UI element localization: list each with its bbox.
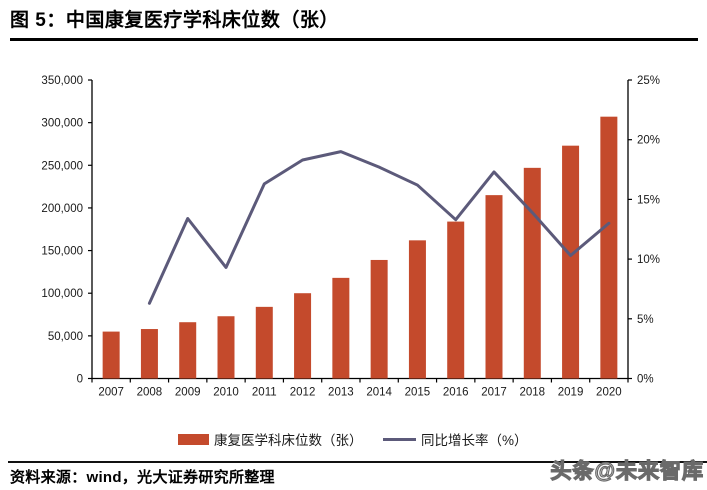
growth-rate-line (147, 150, 611, 305)
x-axis-label: 2019 (558, 387, 584, 399)
left-axis-label: 100,000 (41, 288, 83, 300)
left-axis-label: 200,000 (41, 203, 83, 215)
left-axis-label: 300,000 (41, 118, 83, 130)
watermark-toutiao: 头条@未来智库 (550, 459, 704, 483)
legend-line-swatch (383, 437, 416, 441)
bar-2012 (294, 293, 312, 379)
right-axis-label: 15% (637, 194, 660, 206)
bar-2010 (217, 316, 235, 379)
x-axis-label: 2016 (443, 387, 469, 399)
x-axis-label: 2015 (405, 387, 431, 399)
legend-bar-swatch (178, 433, 209, 445)
bar-2015 (408, 240, 426, 379)
right-axis-label: 0% (637, 374, 654, 386)
bar-2013 (332, 277, 350, 379)
left-axis: 0 50,000 100,000 150,000 200,000 250,000 300,0… (41, 75, 92, 386)
bar-2011 (255, 306, 273, 379)
right-axis-label: 5% (637, 314, 654, 326)
left-axis-label: 350,000 (41, 75, 83, 87)
x-axis-label: 2008 (137, 387, 163, 399)
x-axis-label: 2018 (519, 387, 545, 399)
x-axis-label: 2013 (328, 387, 354, 399)
x-axis-label: 2017 (481, 387, 507, 399)
x-axis-label: 2011 (252, 387, 277, 399)
bar-2018 (523, 167, 541, 379)
left-axis-label: 50,000 (48, 331, 83, 343)
left-axis-label: 250,000 (41, 160, 83, 172)
legend-item-beds: 康复医学科床位数（张） (178, 430, 363, 448)
right-axis-label: 20% (637, 135, 660, 147)
figure-title: 图 5：中国康复医疗学科床位数（张） (10, 10, 339, 31)
legend-bar-label: 康复医学科床位数（张） (214, 433, 363, 448)
bar-2009 (179, 322, 197, 379)
bar-2019 (562, 145, 580, 379)
x-axis-label: 2020 (596, 387, 622, 399)
footer-divider (8, 461, 707, 463)
bar-2008 (140, 329, 158, 379)
x-axis: 2007 2008 2009 2010 2011 2012 2013 2014 2015 2016… (91, 378, 629, 399)
bar-2016 (447, 221, 465, 379)
right-axis-label: 10% (637, 254, 660, 266)
bar-2017 (485, 195, 503, 379)
source-note: 资料来源：wind，光大证券研究所整理 (10, 469, 275, 486)
bar-2014 (370, 259, 388, 379)
right-axis: 0% 5% 10% 15% 20% 25% (628, 75, 660, 386)
bar-2020 (600, 116, 618, 379)
x-axis-label: 2009 (175, 387, 201, 399)
title-divider (10, 38, 698, 41)
legend-item-growth: 同比增长率（%） (383, 430, 528, 448)
x-axis-label: 2007 (98, 387, 124, 399)
bar-2007 (102, 331, 120, 379)
bars-series (102, 116, 618, 379)
right-axis-label: 25% (637, 75, 660, 87)
chart-legend: 康复医学科床位数（张） 同比增长率（%） (0, 430, 707, 448)
x-axis-label: 2012 (290, 387, 316, 399)
left-axis-label: 0 (77, 374, 83, 386)
x-axis-label: 2014 (366, 387, 392, 399)
legend-line-label: 同比增长率（%） (421, 433, 528, 448)
x-axis-label: 2010 (213, 387, 239, 399)
left-axis-label: 150,000 (41, 246, 83, 258)
